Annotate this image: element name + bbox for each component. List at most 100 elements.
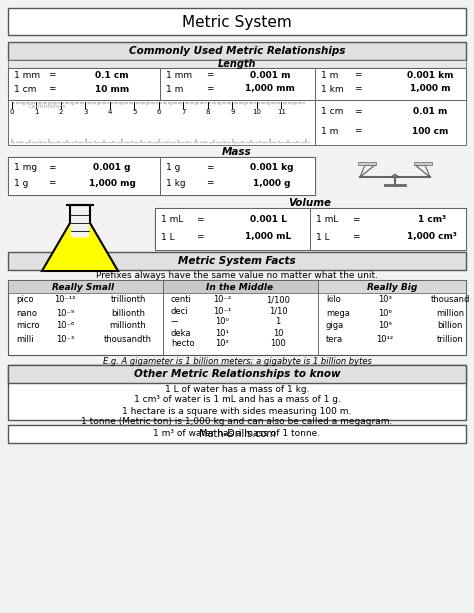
Bar — [8, 280, 163, 293]
Text: =: = — [354, 85, 362, 94]
Polygon shape — [42, 223, 118, 271]
Text: 1 hectare is a square with sides measuring 100 m.: 1 hectare is a square with sides measuri… — [122, 406, 352, 416]
Text: micro: micro — [16, 321, 40, 330]
Text: 4: 4 — [108, 109, 112, 115]
Text: deka: deka — [171, 329, 191, 338]
Text: billion: billion — [438, 321, 463, 330]
Text: 10⁰: 10⁰ — [215, 318, 229, 327]
Text: 1 mg: 1 mg — [14, 164, 37, 172]
Bar — [8, 68, 160, 100]
Text: Commonly Used Metric Relationships: Commonly Used Metric Relationships — [129, 46, 345, 56]
Text: milli: milli — [16, 335, 34, 343]
Text: 1,000 mL: 1,000 mL — [245, 232, 291, 242]
Text: 0: 0 — [10, 109, 14, 115]
Bar — [358, 162, 376, 165]
Text: 10⁻⁹: 10⁻⁹ — [56, 308, 74, 318]
Text: 1 L: 1 L — [161, 232, 174, 242]
Text: =: = — [48, 85, 56, 94]
Text: 1 cm³: 1 cm³ — [418, 216, 446, 224]
Text: Metric System Facts: Metric System Facts — [178, 256, 296, 266]
Text: 10⁻¹: 10⁻¹ — [213, 306, 231, 316]
Text: 1 mL: 1 mL — [316, 216, 338, 224]
Text: 10³: 10³ — [378, 295, 392, 305]
Text: 1 cm³ of water is 1 mL and has a mass of 1 g.: 1 cm³ of water is 1 mL and has a mass of… — [134, 395, 340, 405]
Bar — [160, 157, 315, 195]
Bar — [8, 8, 466, 35]
Text: =: = — [48, 178, 56, 188]
Text: 1,000 cm³: 1,000 cm³ — [407, 232, 457, 242]
Text: 0.001 km: 0.001 km — [407, 70, 453, 80]
Text: million: million — [436, 308, 464, 318]
Text: 1 m³ of water has a mass of 1 tonne.: 1 m³ of water has a mass of 1 tonne. — [154, 428, 320, 438]
Bar — [163, 280, 318, 293]
Text: 5: 5 — [132, 109, 137, 115]
Text: =: = — [196, 216, 204, 224]
Text: 1 kg: 1 kg — [166, 178, 186, 188]
Text: millionth: millionth — [109, 321, 146, 330]
Bar — [8, 157, 160, 195]
Text: =: = — [354, 107, 362, 116]
Text: thousandth: thousandth — [104, 335, 152, 343]
Text: 2: 2 — [59, 109, 63, 115]
Text: Mass: Mass — [222, 147, 252, 157]
Text: 1 m: 1 m — [166, 85, 183, 94]
Text: 0.001 kg: 0.001 kg — [250, 164, 294, 172]
Text: 10⁻¹²: 10⁻¹² — [54, 295, 76, 305]
Bar — [8, 60, 466, 68]
Text: 7: 7 — [181, 109, 186, 115]
Bar — [155, 208, 310, 250]
Text: 1 mm: 1 mm — [14, 70, 40, 80]
Text: =: = — [354, 126, 362, 135]
Text: =: = — [354, 70, 362, 80]
Text: 1 L: 1 L — [316, 232, 329, 242]
Text: hecto: hecto — [171, 340, 195, 349]
Polygon shape — [391, 174, 399, 177]
Text: 10 mm: 10 mm — [95, 85, 129, 94]
Text: 1 g: 1 g — [166, 164, 181, 172]
Bar — [8, 425, 466, 443]
Text: Metric System: Metric System — [182, 15, 292, 29]
Bar — [315, 68, 466, 100]
Bar — [318, 280, 466, 293]
Bar — [315, 100, 466, 145]
Text: 0.01 m: 0.01 m — [413, 107, 447, 116]
Text: Prefixes always have the same value no matter what the unit.: Prefixes always have the same value no m… — [96, 270, 378, 280]
Text: 1,000 mg: 1,000 mg — [89, 178, 136, 188]
Text: 10⁹: 10⁹ — [378, 321, 392, 330]
Text: 100 cm: 100 cm — [412, 126, 448, 135]
Text: =: = — [352, 216, 360, 224]
Text: In the Middle: In the Middle — [207, 283, 273, 292]
Bar — [8, 68, 466, 100]
Bar — [8, 42, 466, 60]
Text: =: = — [206, 85, 214, 94]
Text: centi: centi — [171, 295, 192, 305]
Text: billionth: billionth — [111, 308, 145, 318]
Text: Other Metric Relationships to know: Other Metric Relationships to know — [134, 369, 340, 379]
Text: 9: 9 — [230, 109, 235, 115]
Bar — [414, 162, 432, 165]
Text: Math-Drills.com: Math-Drills.com — [199, 429, 275, 439]
Text: nano: nano — [16, 308, 37, 318]
Text: =: = — [206, 70, 214, 80]
Text: Volume: Volume — [289, 198, 331, 208]
Text: 1 tonne (Metric ton) is 1,000 kg and can also be called a megagram.: 1 tonne (Metric ton) is 1,000 kg and can… — [82, 417, 392, 427]
Text: =: = — [206, 164, 214, 172]
Text: 1/100: 1/100 — [266, 295, 290, 305]
Text: trillion: trillion — [437, 335, 464, 343]
Text: 1 m: 1 m — [321, 70, 338, 80]
Text: 8: 8 — [206, 109, 210, 115]
Text: 0.001 L: 0.001 L — [250, 216, 286, 224]
Text: 6: 6 — [157, 109, 161, 115]
Text: ––: –– — [171, 318, 180, 327]
Text: 1 mL: 1 mL — [161, 216, 183, 224]
Text: =: = — [196, 232, 204, 242]
Text: 1: 1 — [275, 318, 281, 327]
Text: 1 g: 1 g — [14, 178, 28, 188]
Text: kilo: kilo — [326, 295, 341, 305]
Text: Length: Length — [218, 59, 256, 69]
Bar — [8, 365, 466, 420]
Text: 1 mm: 1 mm — [166, 70, 192, 80]
Text: 1: 1 — [34, 109, 39, 115]
Text: 11: 11 — [277, 109, 286, 115]
Text: 1,000 g: 1,000 g — [253, 178, 291, 188]
